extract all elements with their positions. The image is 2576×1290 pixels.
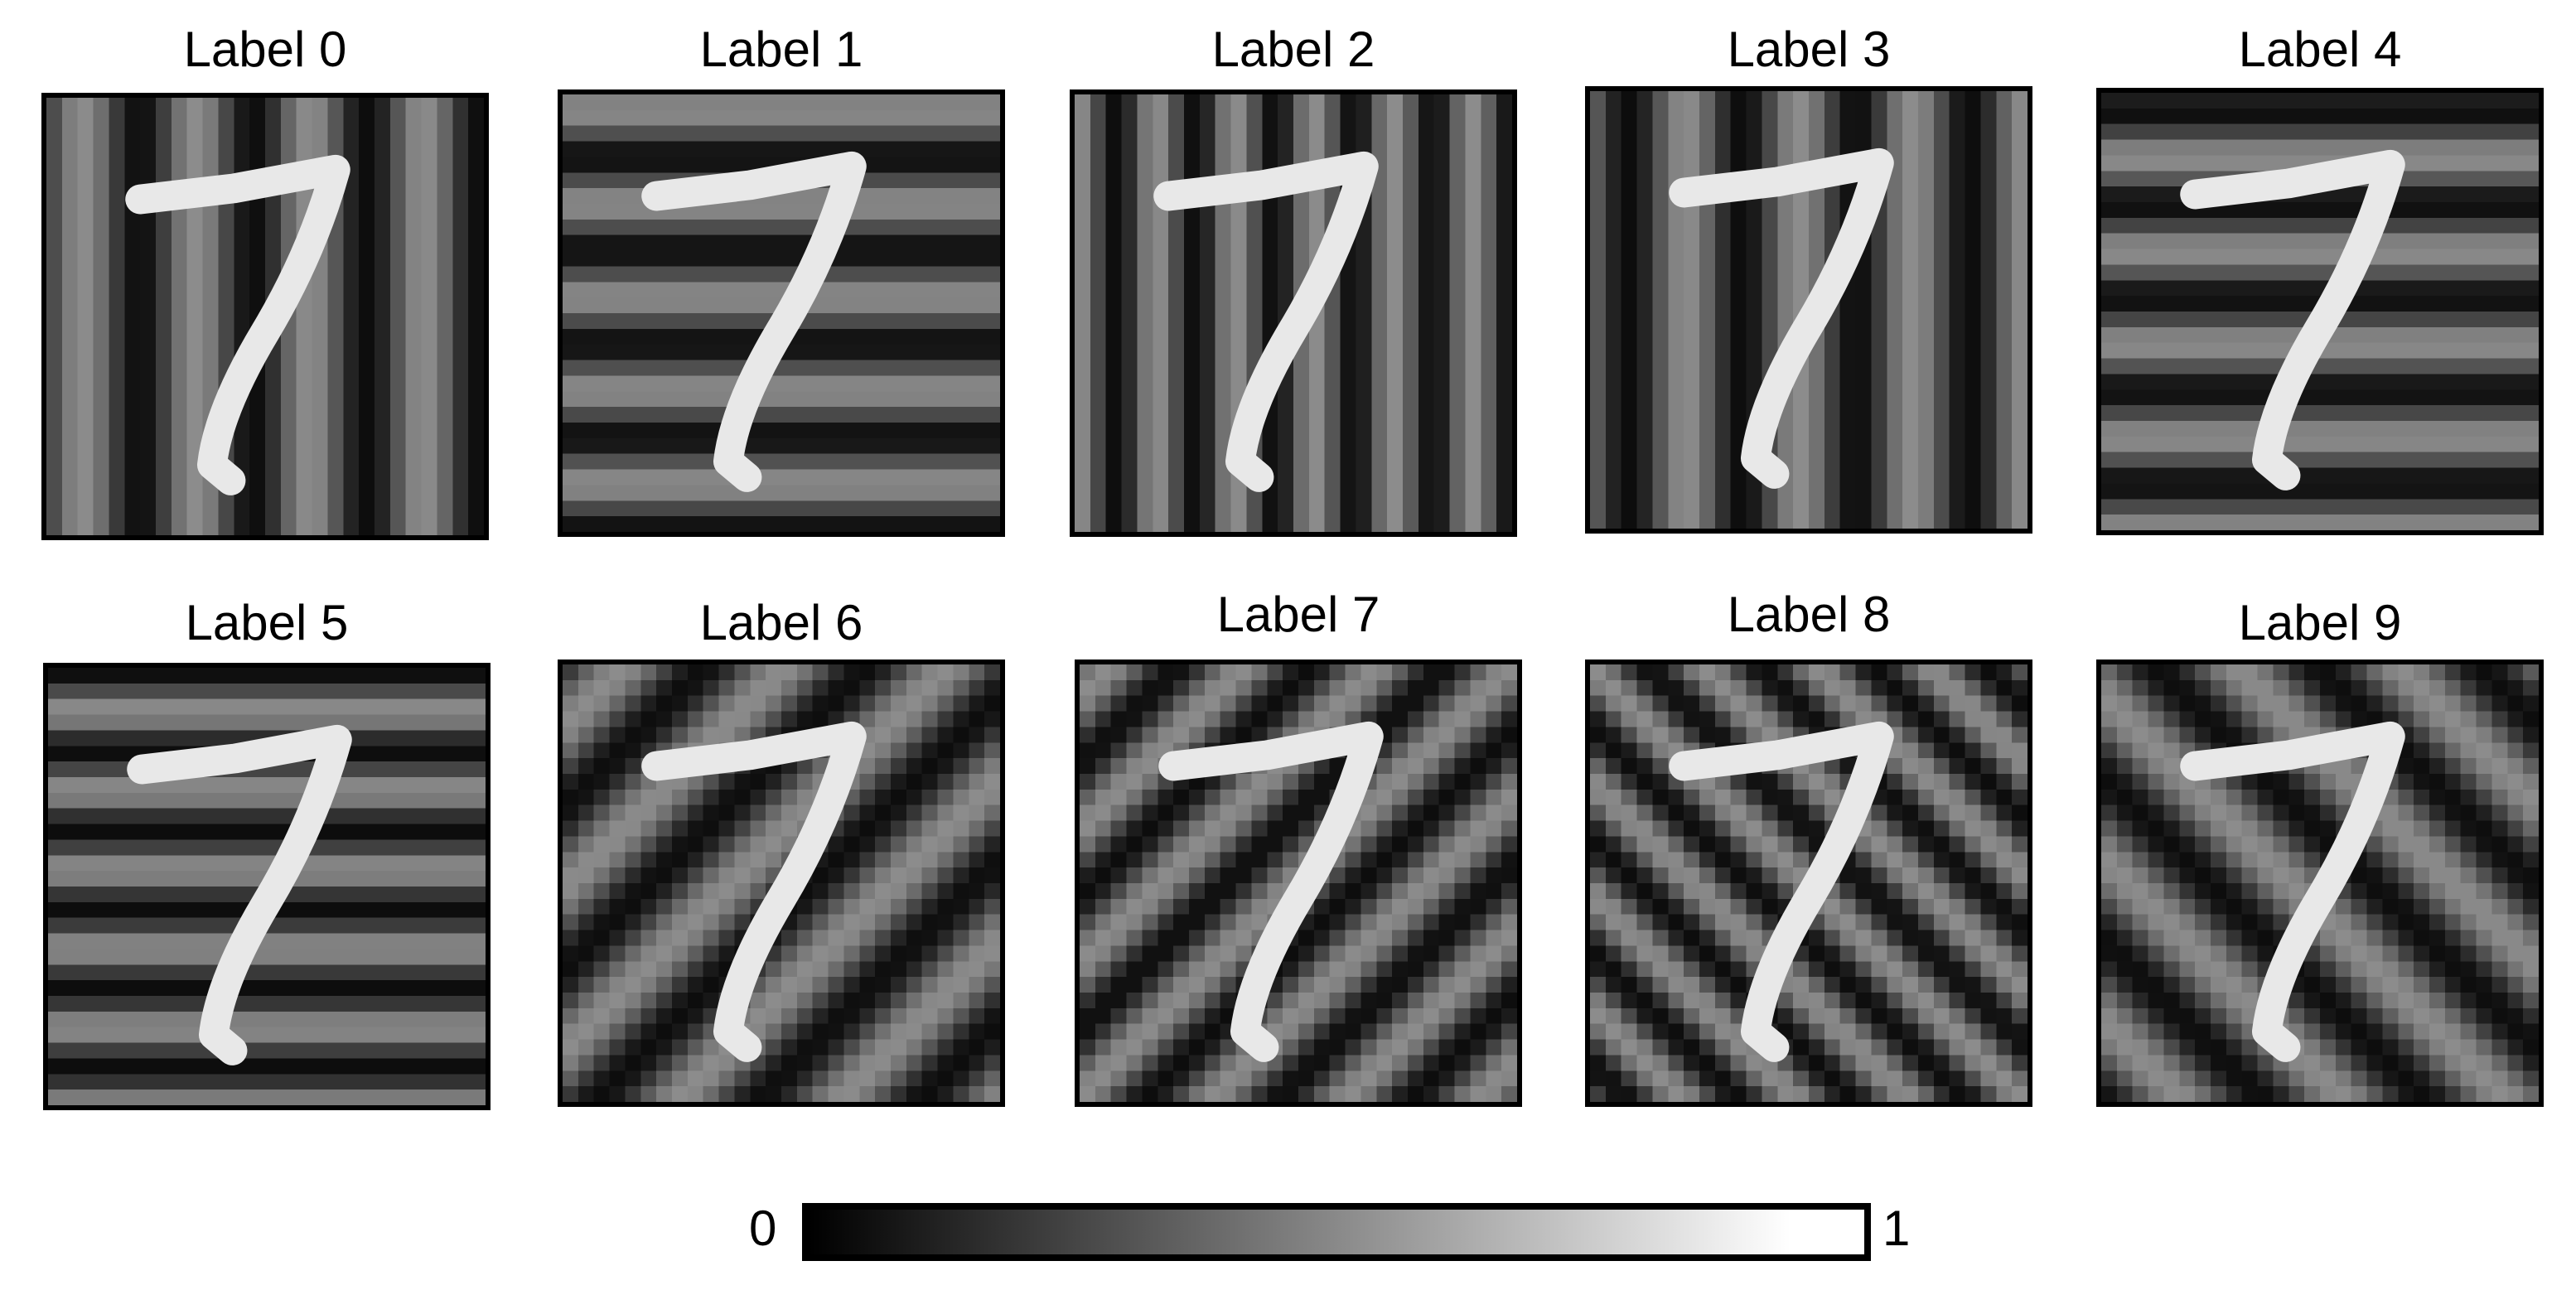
digit-stroke	[127, 724, 352, 1065]
stripe-background	[2101, 93, 2539, 530]
digit-image	[1585, 659, 2032, 1107]
stripe-background	[46, 98, 484, 535]
digit-stroke	[125, 154, 350, 495]
digit-image	[1075, 659, 1522, 1107]
digit-image	[558, 659, 1005, 1107]
pixel-grid	[2101, 93, 2539, 530]
digit-stroke	[641, 721, 867, 1062]
panel-title: Label 3	[1727, 22, 1891, 77]
digit-stroke	[2180, 149, 2405, 490]
digit-stroke	[1669, 147, 1894, 489]
panel-title: Label 4	[2238, 22, 2402, 77]
pixel-grid	[48, 668, 486, 1105]
colorbar-max-label: 1	[1882, 1201, 1911, 1256]
digit-image	[43, 663, 491, 1110]
pixel-grid	[46, 98, 484, 535]
digit-stroke	[1669, 721, 1894, 1062]
panel-title: Label 7	[1216, 587, 1380, 642]
digit-image	[2096, 659, 2544, 1107]
colorbar-min-label: 0	[749, 1201, 777, 1256]
pixel-grid	[1080, 664, 1517, 1102]
digit-stroke	[2180, 721, 2405, 1062]
stripe-background	[1075, 94, 1512, 532]
pixel-grid	[1590, 664, 2027, 1102]
digit-image	[41, 93, 489, 540]
pixel-grid	[563, 664, 1000, 1102]
panel-title: Label 0	[183, 22, 347, 77]
digit-stroke	[1158, 721, 1384, 1062]
pixel-grid	[2101, 664, 2539, 1102]
digit-stroke	[641, 151, 867, 492]
pixel-grid	[563, 94, 1000, 532]
panel-title: Label 8	[1727, 587, 1891, 642]
stripe-background	[1590, 664, 2027, 1102]
panel-title: Label 1	[699, 22, 863, 77]
digit-image	[1585, 86, 2032, 534]
panel-title: Label 5	[185, 595, 349, 650]
digit-stroke	[1153, 151, 1379, 492]
panel-title: Label 6	[699, 595, 863, 650]
panel-title: Label 9	[2238, 595, 2402, 650]
panel-title: Label 2	[1211, 22, 1375, 77]
stripe-background	[1590, 91, 2027, 529]
digit-image	[1070, 89, 1517, 537]
digit-image	[2096, 88, 2544, 535]
colorbar	[802, 1203, 1871, 1261]
pixel-grid	[1590, 91, 2027, 529]
digit-image	[558, 89, 1005, 537]
pixel-grid	[1075, 94, 1512, 532]
